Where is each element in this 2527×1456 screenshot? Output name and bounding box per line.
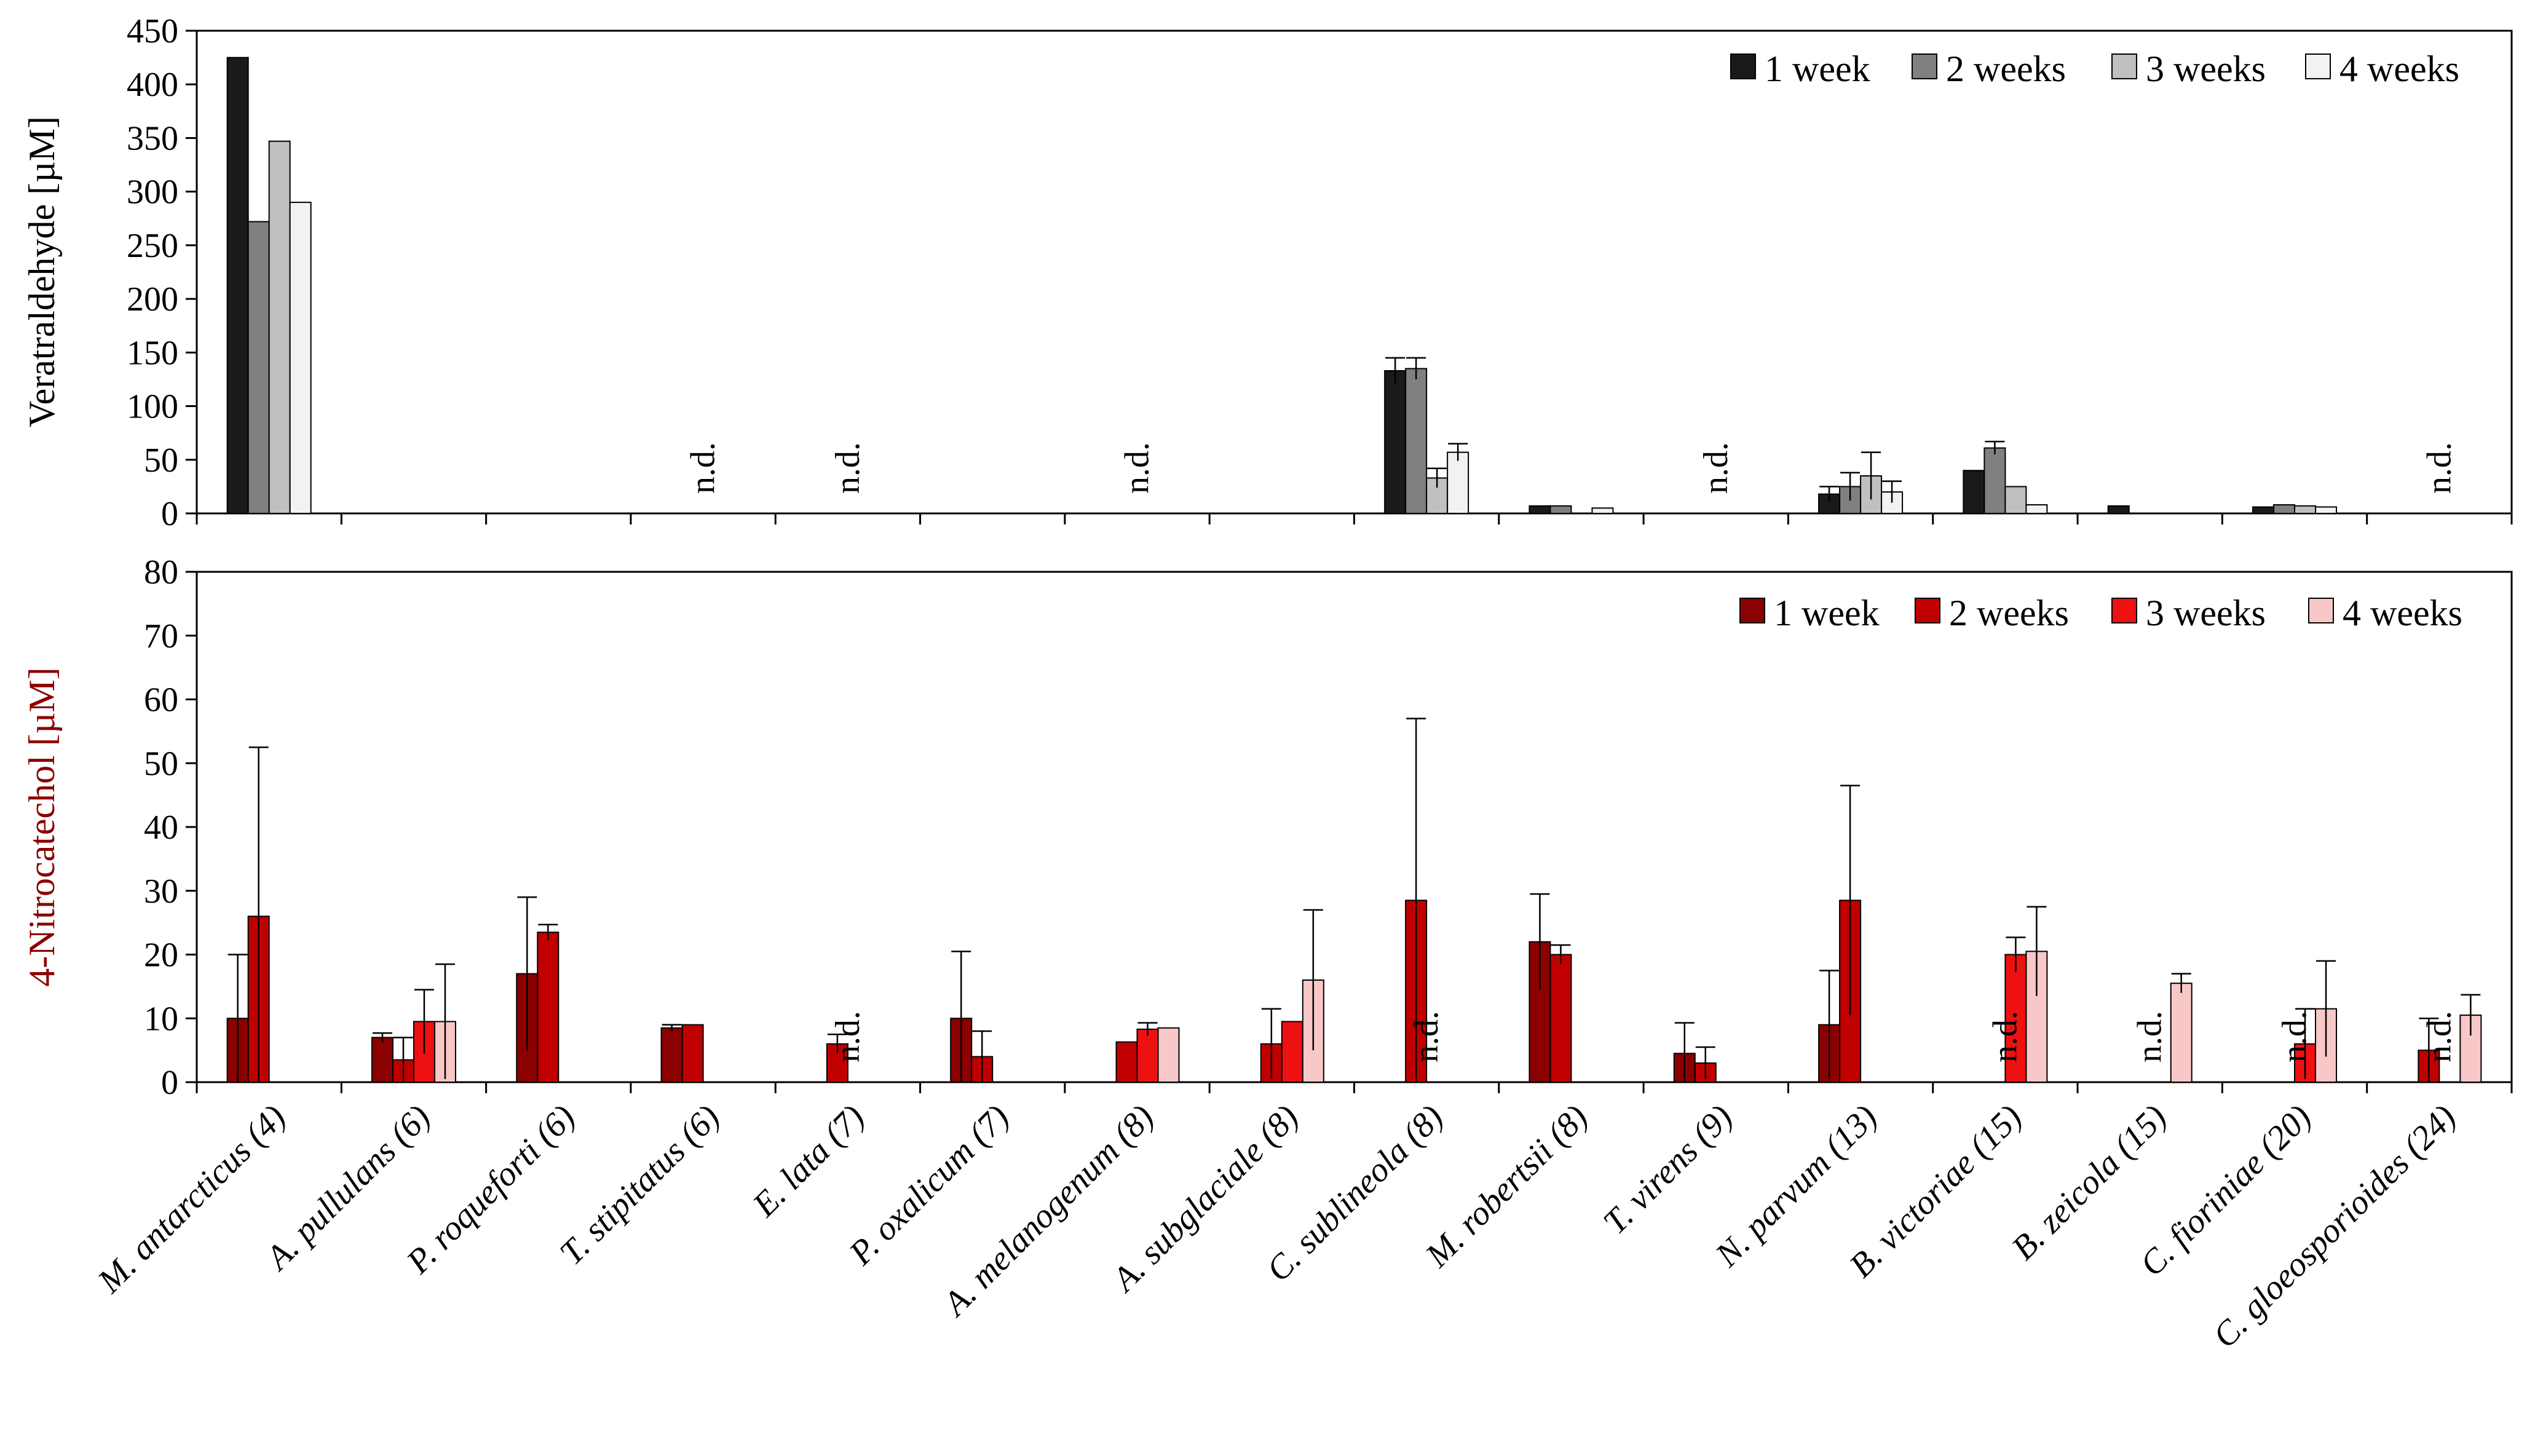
legend-swatch-1-week [1730,53,1756,79]
nd-label-e-lata-7: n.d. [829,1011,867,1062]
bar-m-antarcticus-4-1-week [226,57,249,515]
bar-c-sublineola-8-4-weeks [1447,451,1469,514]
y-tick-label: 350 [127,119,178,157]
nd-label-t-stipitatus-6: n.d. [684,442,722,494]
category-label-m-antarcticus-4: M. antarcticus (4) [90,1098,293,1300]
bar-m-robertsii-8-2-weeks [1549,505,1572,514]
y-tick-label: 40 [144,809,178,847]
legend-label-3-weeks: 3 weeks [2146,49,2266,89]
error-bars [1385,357,2005,503]
y-axis-ticks: 0 50 100 150 200 250 300 350 400 450 [127,12,2513,533]
bar-a-subglaciale-8-3-weeks [1281,1021,1303,1083]
error-bars [227,718,2481,1082]
y-tick-label: 200 [127,280,178,318]
bar-m-robertsii-8-1-week [1528,505,1551,514]
legend-label-3-weeks: 3 weeks [2146,593,2266,633]
bar-t-stipitatus-6-1-week [660,1027,683,1083]
y-tick-label: 20 [144,936,178,975]
y-tick-label: 0 [161,1064,178,1102]
y-tick-label: 50 [144,745,178,783]
bar-m-robertsii-8-2-weeks [1549,954,1572,1083]
nd-label-c-fioriniae-20: n.d. [2276,1011,2314,1062]
bar-c-fioriniae-20-4-weeks [2315,506,2338,514]
bar-a-melanogenum-8-3-weeks [1136,1028,1159,1083]
y-tick-label: 80 [144,553,178,592]
legend-swatch-3-weeks [2111,53,2137,79]
y-axis-ticks: 0 10 20 30 40 50 60 70 80 [144,553,2513,1102]
legend-swatch-4-weeks [2308,598,2334,623]
y-tick-label: 70 [144,617,178,655]
legend-label-4-weeks: 4 weeks [2343,593,2462,633]
bar-a-subglaciale-8-4-weeks [1302,979,1324,1083]
bar-a-pullulans-6-1-week [371,1037,393,1083]
bar-a-melanogenum-8-4-weeks [1157,1027,1180,1083]
y-axis-label: Veratraldehyde [µM] [22,116,62,427]
bar-b-victoriae-15-3-weeks [2004,486,2027,515]
bar-m-antarcticus-4-2-weeks [247,221,270,514]
nd-label-e-lata-7: n.d. [829,442,867,494]
bar-c-fioriniae-20-3-weeks [2294,505,2317,514]
bar-m-robertsii-8-4-weeks [1591,507,1614,514]
legend-label-1-week: 1 week [1765,49,1870,89]
nd-label-a-melanogenum-8: n.d. [1118,442,1157,494]
legend-label-2-weeks: 2 weeks [1949,593,2069,633]
bar-b-zeicola-15-4-weeks [2170,983,2193,1083]
bar-b-zeicola-15-1-week [2107,505,2130,514]
y-tick-label: 0 [161,495,178,533]
bar-a-melanogenum-8-2-weeks [1115,1041,1138,1083]
not-detected-labels: n.d. n.d. n.d. n.d. n.d. n.d. [829,1011,2458,1062]
panel-frame [196,30,2513,515]
legend-label-2-weeks: 2 weeks [1946,49,2066,89]
category-label-c-gloeosporioides-24: C. gloeosporioides (24) [2206,1098,2464,1355]
y-tick-label: 400 [127,66,178,104]
legend-swatch-2-weeks [1912,53,1937,79]
category-label-e-lata-7: E. lata (7) [745,1098,872,1224]
y-axis-label: 4-Nitrocatechol [µM] [22,667,62,986]
category-label-t-virens-9: T. virens (9) [1596,1098,1740,1241]
y-tick-label: 450 [127,12,178,50]
legend: 1 week 2 weeks 3 weeks 4 weeks [1730,49,2459,89]
nd-label-t-virens-9: n.d. [1697,442,1735,494]
legend-swatch-2-weeks [1915,598,1940,623]
bar-b-victoriae-15-3-weeks [2004,954,2027,1083]
y-tick-label: 100 [127,388,178,426]
bar-b-victoriae-15-4-weeks [2025,504,2048,514]
y-tick-label: 150 [127,334,178,372]
bar-c-sublineola-8-2-weeks [1405,368,1428,514]
bar-m-antarcticus-4-4-weeks [289,202,312,514]
y-tick-label: 300 [127,173,178,212]
nd-label-b-victoriae-15: n.d. [1986,1011,2024,1062]
legend-swatch-3-weeks [2111,598,2137,623]
not-detected-labels: n.d. n.d. n.d. n.d. n.d. [684,442,2459,494]
legend-label-4-weeks: 4 weeks [2339,49,2459,89]
y-tick-label: 10 [144,1000,178,1038]
nd-label-b-zeicola-15: n.d. [2131,1011,2169,1062]
bar-p-roqueforti-6-2-weeks [537,932,560,1083]
bar-c-fioriniae-20-1-week [2252,506,2275,514]
bar-b-victoriae-15-1-week [1963,470,1985,515]
bar-b-victoriae-15-2-weeks [1983,447,2006,514]
nd-label-c-gloeosporioides-24: n.d. [2420,442,2458,494]
veratraldehyde-panel: Veratraldehyde [µM] 0 50 100 150 200 250 300 35… [22,12,2513,533]
bar-c-fioriniae-20-2-weeks [2273,504,2296,514]
nd-label-c-sublineola-8: n.d. [1407,1011,1445,1062]
bar-m-antarcticus-4-3-weeks [268,140,291,514]
legend-swatch-1-week [1739,598,1765,623]
category-labels: M. antarcticus (4)A. pullulans (6)P. roq… [90,1098,2464,1355]
y-tick-label: 60 [144,681,178,719]
y-tick-label: 250 [127,227,178,265]
y-tick-label: 50 [144,441,178,480]
legend-swatch-4-weeks [2305,53,2331,79]
nitrocatechol-panel: 4-Nitrocatechol [µM] 0 10 20 30 40 50 60 70 80 n… [22,553,2513,1102]
y-tick-label: 30 [144,872,178,911]
nd-label-c-gloeosporioides-24: n.d. [2420,1011,2458,1062]
bar-c-sublineola-8-1-week [1384,370,1407,514]
bar-t-stipitatus-6-2-weeks [681,1024,704,1083]
legend-label-1-week: 1 week [1774,593,1880,633]
bar-marks [226,57,2338,515]
legend: 1 week 2 weeks 3 weeks 4 weeks [1739,593,2462,633]
